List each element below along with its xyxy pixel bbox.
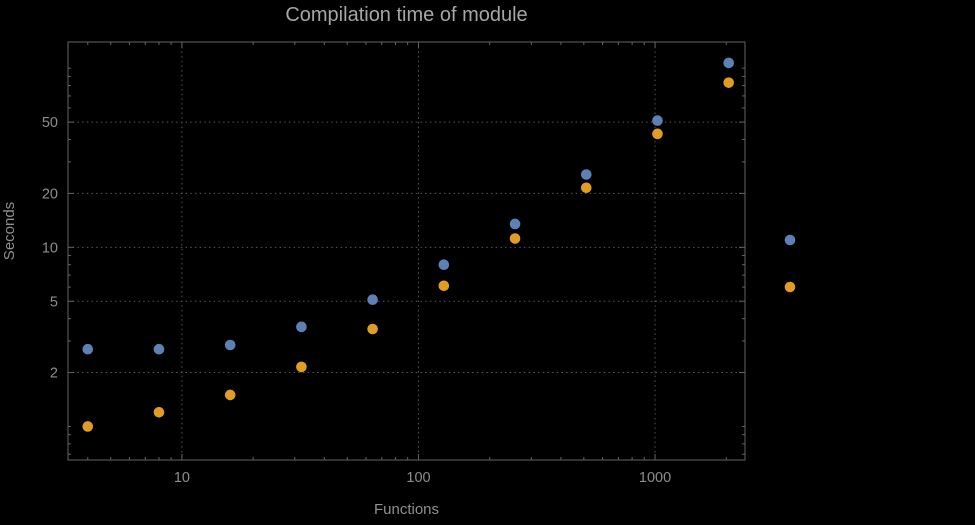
- legend-marker-series1: [784, 234, 796, 246]
- y-tick-label-2: 2: [50, 366, 58, 382]
- data-point-series1-x4: [82, 343, 94, 355]
- data-point-series2-x32: [296, 361, 307, 373]
- y-tick-label-10: 10: [42, 240, 58, 256]
- data-point-series1-x1024: [652, 115, 663, 126]
- x-tick-label-100: 100: [406, 470, 430, 486]
- legend-marker-series2: [784, 281, 796, 293]
- data-point-series2-x4: [82, 421, 94, 432]
- data-point-series1-x64: [367, 294, 378, 306]
- y-tick-label-20: 20: [42, 186, 58, 202]
- data-point-series1-x128: [438, 259, 450, 270]
- data-point-series1-x512: [580, 169, 592, 180]
- data-point-series2-x256: [509, 233, 521, 244]
- chart-title: Compilation time of module: [285, 4, 528, 26]
- x-axis-label: Functions: [373, 501, 440, 518]
- data-point-series2-x128: [438, 280, 450, 292]
- data-point-series1-x2048: [723, 57, 735, 69]
- y-tick-label-5: 5: [50, 294, 58, 310]
- plot-frame: [67, 41, 746, 461]
- data-point-series2-x2048: [723, 77, 735, 88]
- data-point-series2-x1024: [652, 128, 663, 140]
- data-point-series1-x256: [509, 218, 521, 230]
- data-point-series2-x16: [224, 389, 236, 401]
- data-point-series1-x8: [153, 343, 165, 355]
- data-point-series2-x512: [580, 182, 592, 194]
- data-point-series1-x32: [296, 321, 307, 333]
- y-tick-label-50: 50: [42, 115, 58, 131]
- y-axis-label: Seconds: [1, 201, 18, 261]
- data-point-series2-x8: [153, 406, 165, 418]
- x-tick-label-1000: 1000: [639, 470, 671, 486]
- x-tick-label-10: 10: [174, 470, 190, 486]
- data-point-series2-x64: [367, 323, 378, 335]
- data-point-series1-x16: [224, 339, 236, 351]
